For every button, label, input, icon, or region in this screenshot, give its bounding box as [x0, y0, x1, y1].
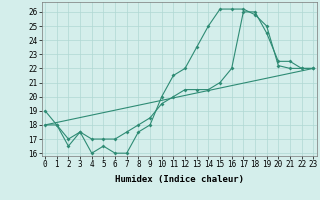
X-axis label: Humidex (Indice chaleur): Humidex (Indice chaleur)	[115, 175, 244, 184]
